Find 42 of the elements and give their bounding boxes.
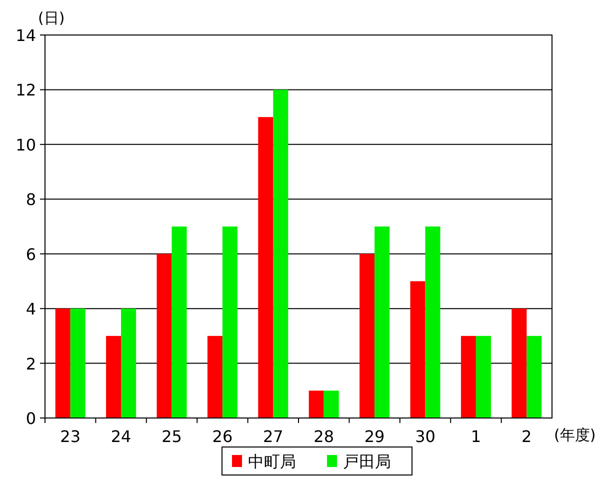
bar <box>460 336 476 418</box>
x-tick-label: 2 <box>522 427 532 446</box>
y-tick-label: 10 <box>16 135 36 154</box>
bar <box>374 226 390 418</box>
bar <box>121 308 136 418</box>
bar <box>410 281 426 418</box>
x-tick-label: 25 <box>162 427 182 446</box>
y-tick-label: 12 <box>16 80 36 100</box>
y-tick-label: 6 <box>26 244 36 264</box>
x-tick-label: 24 <box>110 427 132 446</box>
y-tick-label: 2 <box>26 354 36 374</box>
bar <box>55 308 70 418</box>
x-tick-label: 29 <box>364 427 385 446</box>
x-tick-label: 28 <box>314 427 334 446</box>
bar <box>425 226 440 418</box>
x-tick-label: 30 <box>415 427 436 446</box>
y-axis-title: (日) <box>38 9 65 27</box>
bar <box>273 90 288 418</box>
bar <box>512 308 527 418</box>
x-tick-label: 23 <box>60 427 81 446</box>
bar <box>207 336 222 418</box>
y-tick-label: 14 <box>16 26 36 45</box>
bar <box>156 254 172 418</box>
y-tick-label: 0 <box>26 409 36 428</box>
x-tick-label: 27 <box>262 427 284 446</box>
bar <box>258 117 274 418</box>
x-tick-label: 1 <box>470 427 482 446</box>
bar <box>526 336 542 418</box>
y-tick-label: 4 <box>26 300 36 319</box>
bar <box>360 254 375 418</box>
bar <box>70 308 86 418</box>
bar <box>222 226 238 418</box>
x-axis-title: (年度) <box>554 426 596 444</box>
y-tick-label: 8 <box>26 190 36 210</box>
bar <box>172 226 187 418</box>
bar <box>324 390 339 418</box>
legend-label: 中町局 <box>248 452 296 471</box>
x-tick-label: 26 <box>212 427 233 446</box>
bar <box>308 390 324 418</box>
bar <box>476 336 491 418</box>
bar <box>106 336 122 418</box>
legend-label: 戸田局 <box>343 452 391 471</box>
